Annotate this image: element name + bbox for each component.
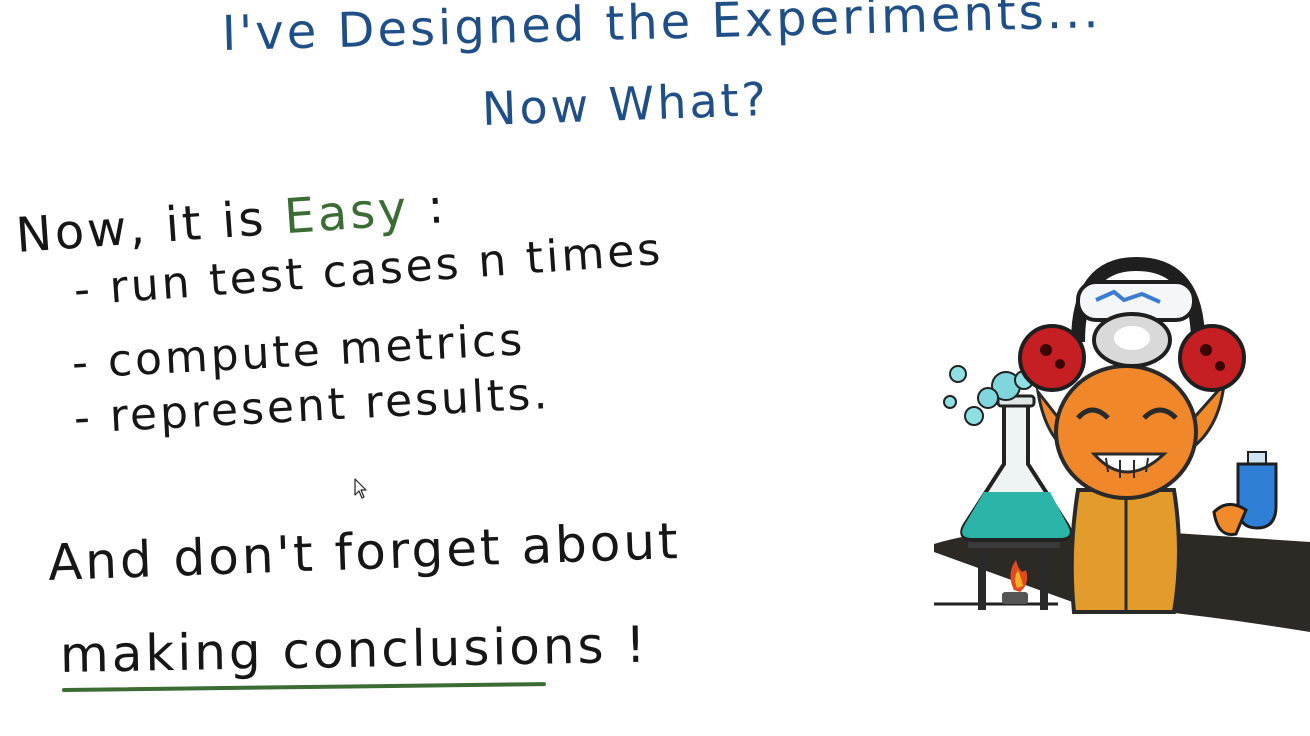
scientist-mascot-illustration: [928, 252, 1310, 736]
mouse-pointer-icon: [354, 478, 368, 504]
slide-title-line-2: Now What?: [481, 71, 770, 136]
reminder-line-2: making conclusions !: [59, 615, 649, 684]
intro-emphasis: Easy: [282, 180, 412, 246]
reminder-line-1: And don't forget about: [46, 511, 682, 592]
intro-suffix: :: [407, 177, 449, 237]
conclusions-underline: [61, 682, 546, 692]
slide-title-line-1: I've Designed the Experiments...: [221, 0, 1103, 62]
